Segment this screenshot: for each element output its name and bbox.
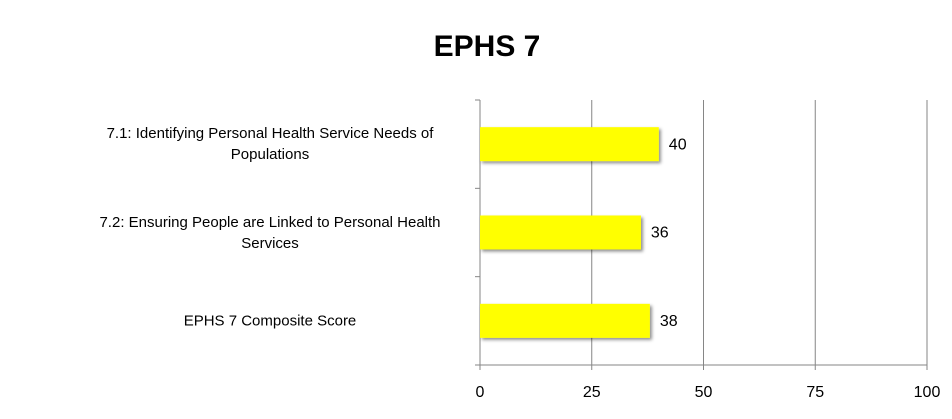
- bar: [480, 303, 650, 338]
- x-tick-label: 75: [806, 384, 824, 401]
- bar: [480, 127, 659, 162]
- x-tick-label: 100: [914, 384, 941, 401]
- x-tick-label: 25: [583, 384, 601, 401]
- y-tick-label: EPHS 7 Composite Score: [183, 312, 357, 330]
- data-label: 38: [660, 313, 678, 330]
- x-tick-label: 50: [695, 384, 713, 401]
- data-label: 36: [651, 225, 669, 242]
- bar: [480, 215, 641, 250]
- data-label: 40: [669, 136, 687, 153]
- chart-title: EPHS 7: [434, 30, 541, 63]
- y-tick-label: 7.1: Identifying Personal Health Service…: [106, 125, 434, 164]
- x-tick-label: 0: [476, 384, 485, 401]
- y-tick-label: 7.2: Ensuring People are Linked to Perso…: [99, 213, 441, 252]
